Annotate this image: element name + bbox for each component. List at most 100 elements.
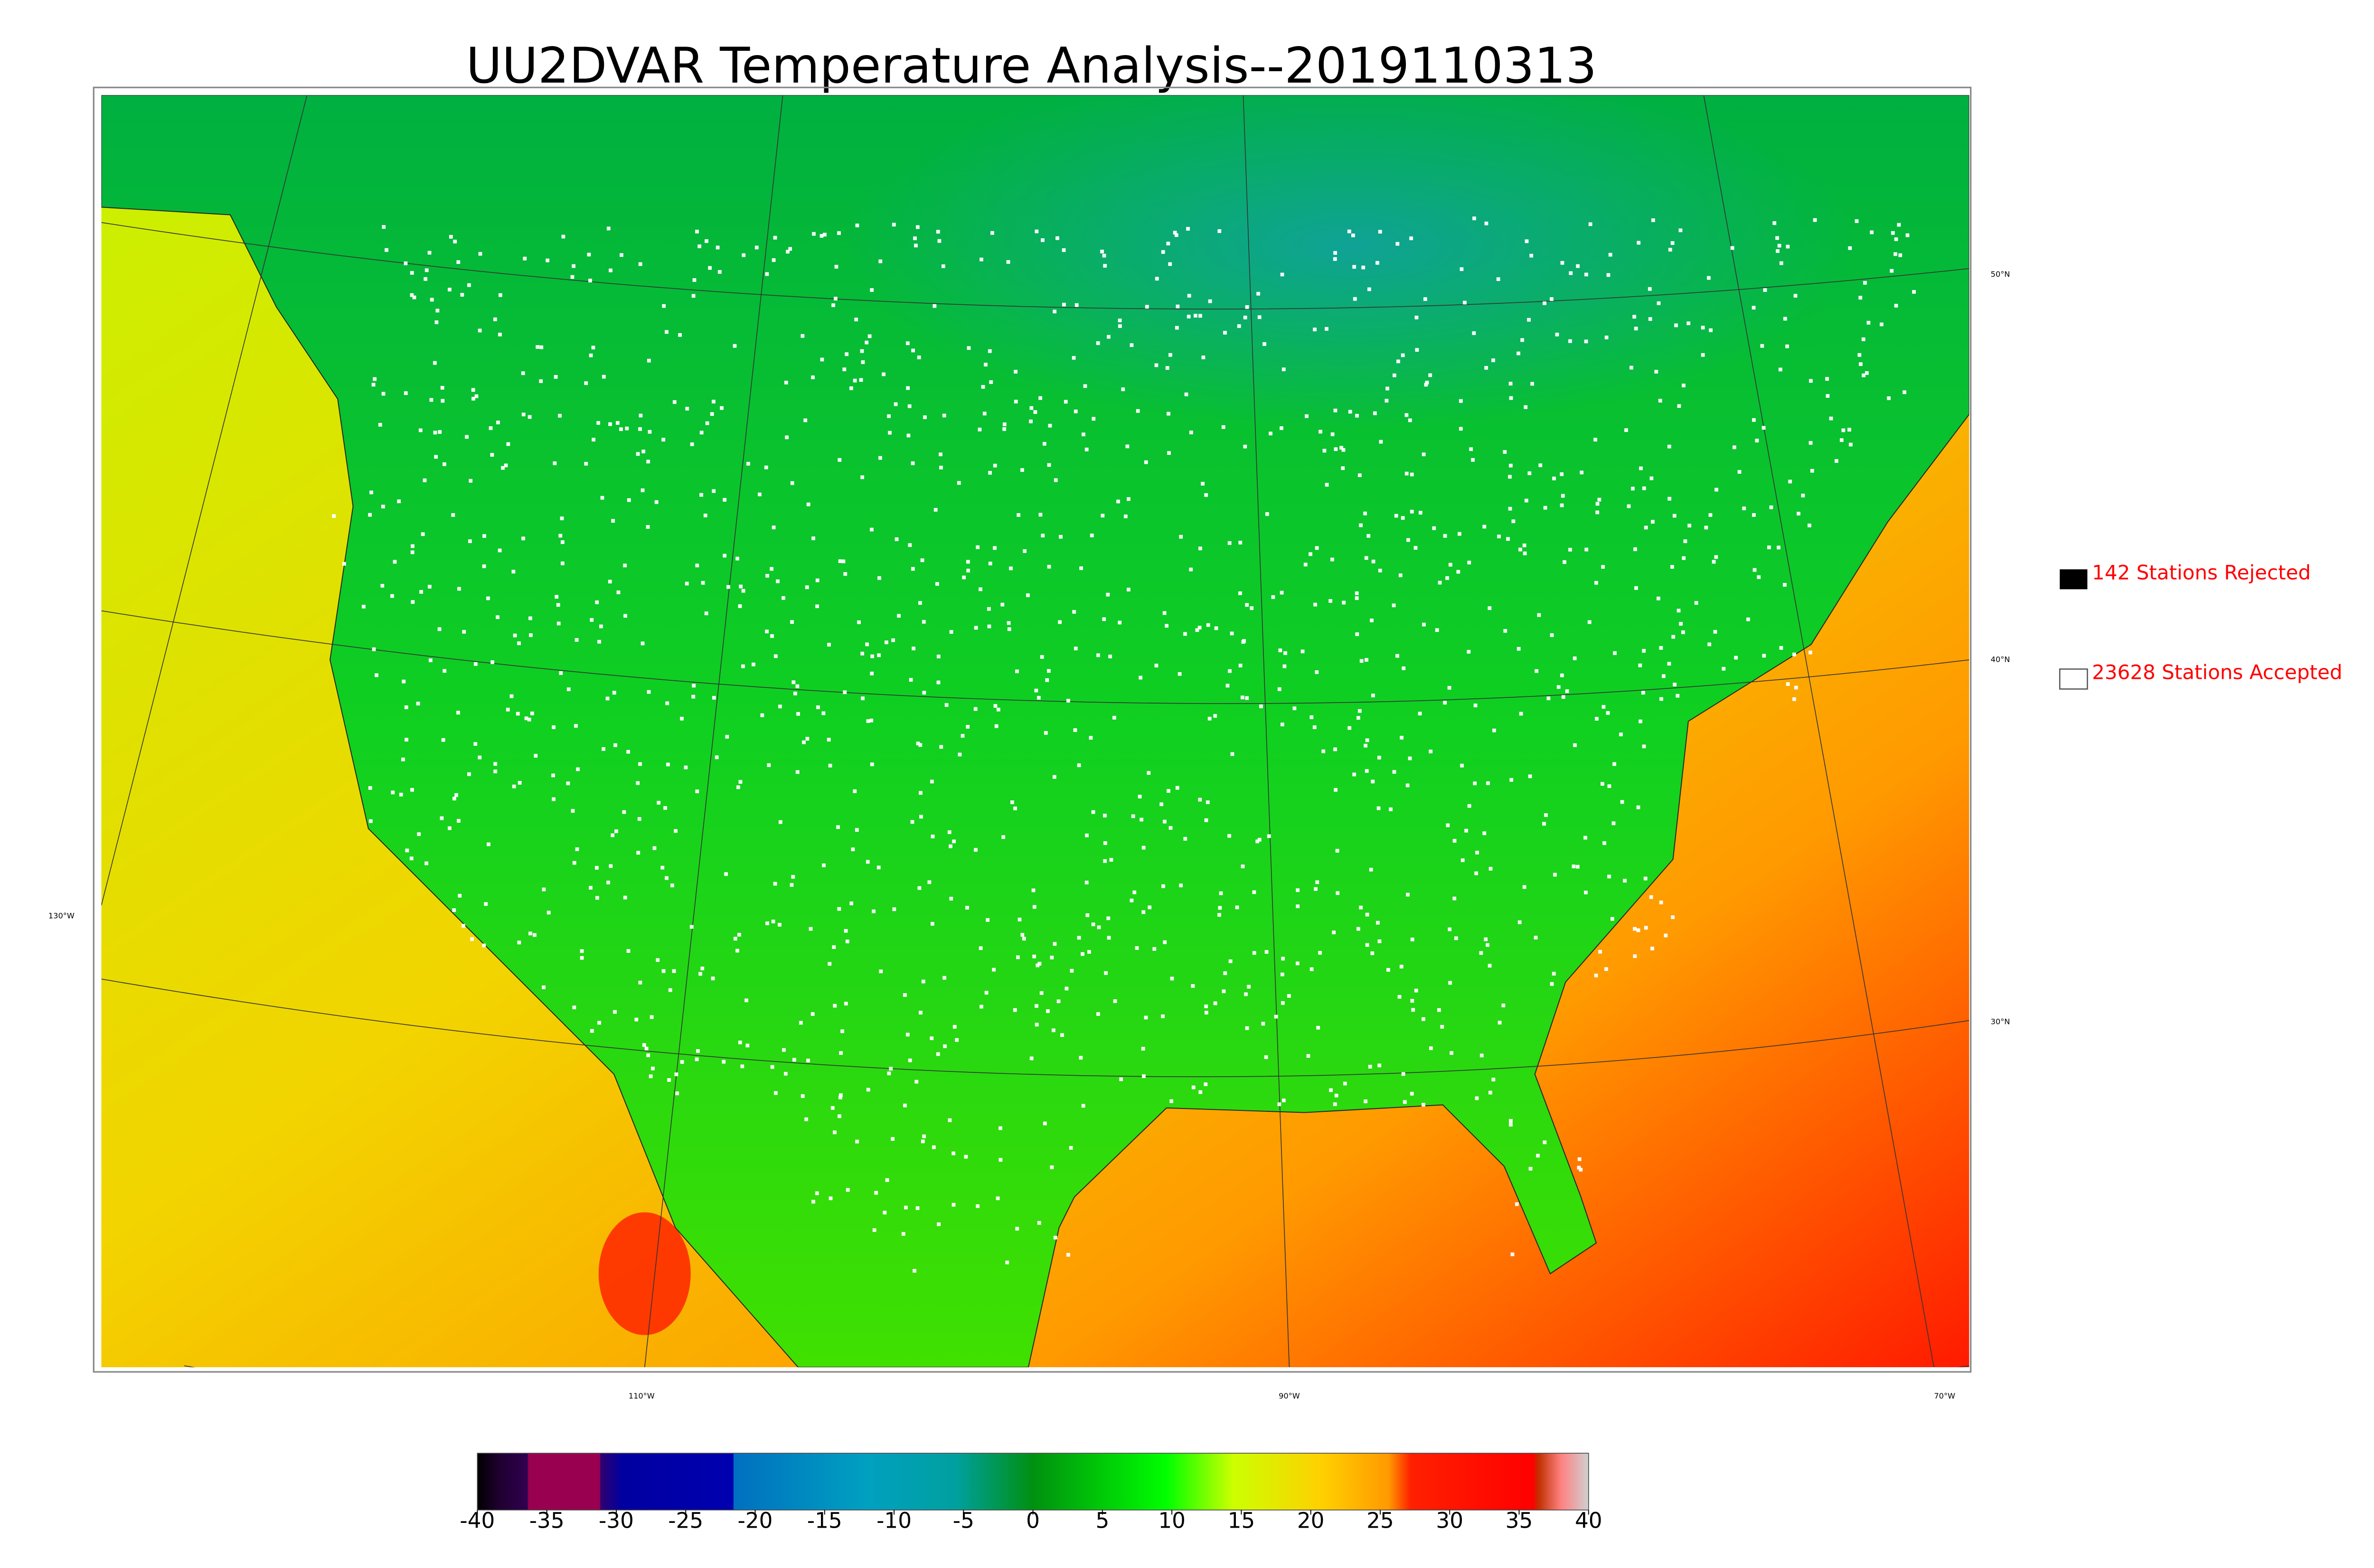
station-dot <box>1602 705 1606 709</box>
station-dot <box>1161 1014 1165 1018</box>
station-dot <box>846 1188 850 1192</box>
station-dot <box>703 513 707 517</box>
station-dot <box>735 948 739 953</box>
station-dot <box>1269 432 1272 436</box>
station-dot <box>1392 603 1396 608</box>
station-dot <box>930 922 934 926</box>
station-dot <box>1204 818 1208 822</box>
station-dot <box>1623 879 1627 883</box>
station-dot <box>695 229 699 234</box>
station-dot <box>1808 650 1812 655</box>
station-dot <box>646 460 650 464</box>
station-dot <box>596 421 601 425</box>
station-dot <box>1198 314 1202 318</box>
station-dot <box>828 763 832 768</box>
station-dot <box>644 1046 649 1051</box>
station-dot <box>1395 654 1399 658</box>
station-dot <box>1084 881 1089 884</box>
station-dot <box>1511 519 1516 523</box>
station-dot <box>1651 520 1655 524</box>
station-dot <box>996 1196 1000 1201</box>
station-dot <box>1144 1015 1148 1020</box>
station-dot <box>1506 537 1510 541</box>
station-dot <box>608 422 612 426</box>
station-dot <box>870 671 874 676</box>
station-dot <box>936 680 941 685</box>
station-dot <box>840 1029 844 1033</box>
station-dot <box>937 1222 941 1226</box>
station-dot <box>1227 541 1232 545</box>
station-dot <box>844 929 848 933</box>
station-dot <box>368 819 373 823</box>
station-dot <box>449 235 453 239</box>
station-dot <box>708 266 712 270</box>
station-dot <box>692 278 697 282</box>
station-dot <box>438 430 442 434</box>
station-dot <box>907 404 912 408</box>
station-dot <box>1170 976 1174 981</box>
station-dot <box>1897 223 1901 227</box>
station-dot <box>1325 327 1328 331</box>
colorbar-tick-label: -30 <box>599 1508 634 1533</box>
station-dot <box>1163 819 1167 824</box>
station-dot <box>427 251 432 255</box>
station-dot <box>1162 611 1167 615</box>
station-dot <box>1414 988 1418 993</box>
station-dot <box>1418 511 1423 515</box>
station-dot <box>1041 534 1045 538</box>
station-dot <box>919 815 923 819</box>
station-dot <box>1296 904 1300 909</box>
station-dot <box>1207 716 1212 721</box>
station-dot <box>474 394 479 398</box>
station-dot <box>518 781 522 785</box>
station-dot <box>1070 969 1074 973</box>
station-dot <box>615 421 620 425</box>
station-dot <box>1305 414 1309 418</box>
station-dot <box>861 696 865 701</box>
station-dot <box>1274 1014 1278 1019</box>
station-dot <box>838 1114 841 1118</box>
station-dot <box>993 704 998 708</box>
station-dot <box>1281 1099 1286 1102</box>
station-dot <box>716 245 720 250</box>
station-dot <box>1737 470 1742 474</box>
station-dot <box>1410 938 1414 941</box>
station-dot <box>1309 715 1314 719</box>
station-dot <box>1887 396 1891 400</box>
station-dot <box>1810 469 1814 473</box>
station-dot <box>1634 327 1638 330</box>
station-dot <box>410 271 414 275</box>
station-dot <box>788 247 792 251</box>
station-dot <box>606 226 611 231</box>
station-dot <box>1633 927 1637 931</box>
station-dot <box>723 554 727 558</box>
station-dot <box>419 590 423 594</box>
station-dot <box>638 427 642 431</box>
station-dot <box>399 792 403 797</box>
station-dot <box>1905 233 1910 237</box>
station-dot <box>1055 236 1059 240</box>
station-dot <box>1102 254 1106 258</box>
station-dot <box>948 1118 952 1122</box>
station-dot <box>921 979 925 984</box>
station-dot <box>1418 712 1422 716</box>
station-dot <box>1147 771 1151 775</box>
station-dot <box>1165 366 1169 370</box>
station-dot <box>957 481 961 485</box>
colorbar-tick-label: -5 <box>953 1508 974 1533</box>
station-dot <box>1643 876 1648 881</box>
station-dot <box>1081 1104 1085 1108</box>
station-dot <box>811 1200 815 1204</box>
station-dot <box>1879 322 1884 327</box>
station-dot <box>801 334 805 338</box>
station-dot <box>1701 326 1705 330</box>
station-dot <box>1377 1063 1382 1068</box>
station-dot <box>460 293 464 297</box>
station-dot <box>533 933 537 937</box>
station-dot <box>1230 631 1234 636</box>
station-dot <box>805 585 809 589</box>
station-dot <box>1264 950 1269 954</box>
station-dot <box>421 532 425 536</box>
station-dot <box>1486 781 1490 785</box>
station-dot <box>699 431 704 435</box>
